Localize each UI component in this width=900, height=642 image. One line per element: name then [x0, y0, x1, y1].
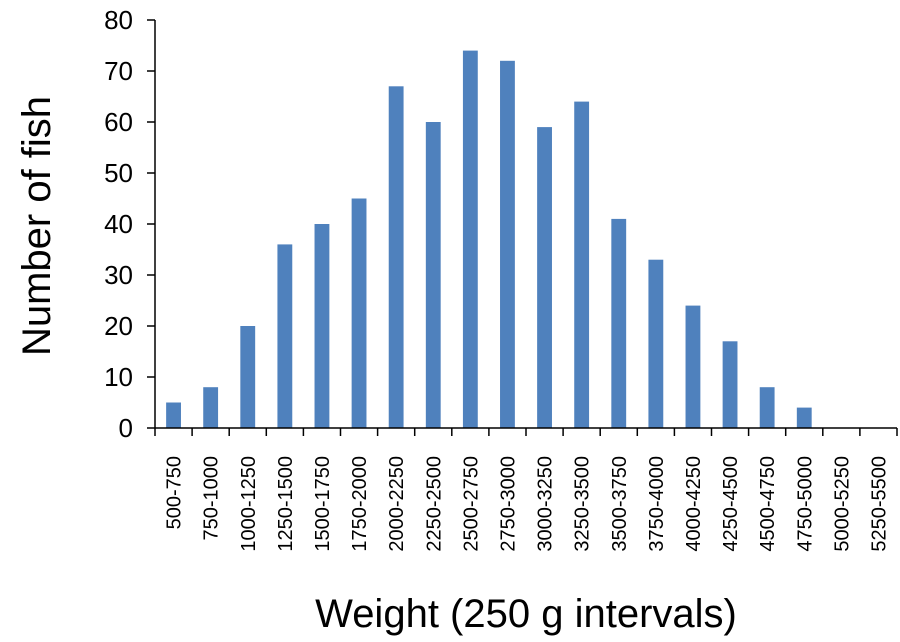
x-tick-label: 5250-5500 — [868, 456, 890, 552]
y-tick-label: 60 — [104, 107, 133, 137]
y-tick-label: 40 — [104, 209, 133, 239]
bar-3000-3250 — [537, 127, 552, 428]
bar-1750-2000 — [351, 198, 367, 428]
x-tick-label: 2500-2750 — [460, 456, 482, 552]
x-tick-label: 4000-4250 — [683, 456, 705, 552]
bar-2000-2250 — [388, 86, 404, 429]
bar-3500-3750 — [611, 218, 627, 428]
bar-750-1000 — [203, 387, 219, 428]
bar-1500-1750 — [314, 224, 330, 428]
y-ticks-group: 0 10 20 30 40 50 60 70 80 — [104, 5, 155, 443]
bar-4000-4250 — [685, 305, 701, 428]
bar-2750-3000 — [500, 60, 515, 429]
bar-1250-1500 — [277, 244, 293, 428]
bar-4250-4500 — [722, 341, 738, 428]
y-tick-label: 50 — [104, 158, 133, 188]
y-tick-label: 70 — [104, 56, 133, 86]
y-tick-label: 80 — [104, 5, 133, 35]
x-tick-label: 4500-4750 — [757, 456, 779, 552]
y-tick-label: 30 — [104, 260, 133, 290]
x-tick-label: 1750-2000 — [349, 456, 371, 552]
x-tick-label: 3750-4000 — [646, 456, 668, 552]
y-tick-label: 10 — [104, 362, 133, 392]
x-ticks-group: 500-750 750-1000 1000-1250 1250-1500 1500-17… — [154, 428, 898, 552]
x-tick-label: 1000-1250 — [238, 456, 260, 552]
x-tick-label: 3250-3500 — [572, 456, 594, 552]
y-tick-label: 0 — [119, 413, 133, 443]
bar-1000-1250 — [240, 326, 256, 428]
y-tick-label: 20 — [104, 311, 133, 341]
bar-3250-3500 — [574, 101, 590, 428]
x-axis-title: Weight (250 g intervals) — [315, 592, 737, 636]
bar-4500-4750 — [759, 387, 775, 428]
bar-2500-2750 — [462, 50, 478, 428]
axes-group — [154, 20, 897, 429]
bars-group — [166, 50, 812, 429]
x-tick-label: 1500-1750 — [312, 456, 334, 552]
bar-4750-5000 — [796, 407, 812, 428]
x-tick-label: 4750-5000 — [794, 456, 816, 552]
x-tick-label: 5000-5250 — [831, 456, 853, 552]
x-tick-label: 2000-2250 — [386, 456, 408, 552]
bar-2250-2500 — [425, 122, 441, 428]
bar-500-750 — [166, 402, 181, 428]
x-tick-label: 1250-1500 — [275, 456, 297, 552]
x-tick-label: 2250-2500 — [423, 456, 445, 552]
x-tick-label: 2750-3000 — [497, 456, 519, 552]
bar-3750-4000 — [648, 259, 664, 428]
x-tick-label: 750-1000 — [201, 456, 223, 541]
x-tick-label: 3500-3750 — [609, 456, 631, 552]
y-axis-title: Number of fish — [15, 96, 59, 356]
x-tick-label: 500-750 — [164, 456, 186, 529]
x-tick-label: 4250-4500 — [720, 456, 742, 552]
x-tick-label: 3000-3250 — [535, 456, 557, 552]
